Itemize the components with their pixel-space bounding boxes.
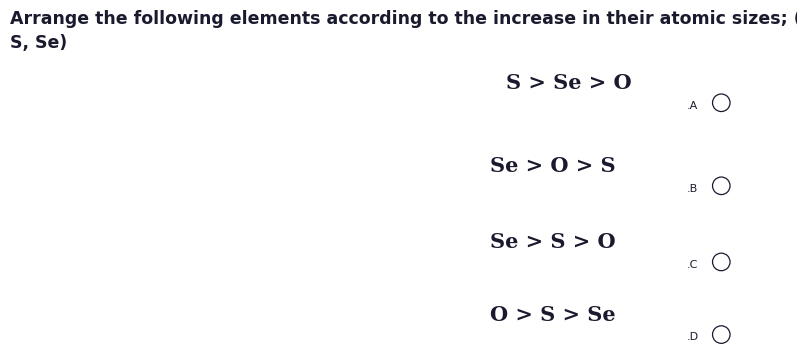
Text: Se > S > O: Se > S > O: [490, 232, 616, 252]
Text: .A: .A: [687, 101, 698, 110]
Text: .C: .C: [687, 260, 698, 270]
Text: Se > O > S: Se > O > S: [490, 156, 616, 176]
Text: .B: .B: [687, 184, 698, 193]
Text: S > Se > O: S > Se > O: [506, 73, 632, 93]
Text: .D: .D: [687, 333, 699, 342]
Text: O > S > Se: O > S > Se: [490, 305, 616, 325]
Text: Arrange the following elements according to the increase in their atomic sizes; : Arrange the following elements according…: [10, 10, 797, 52]
